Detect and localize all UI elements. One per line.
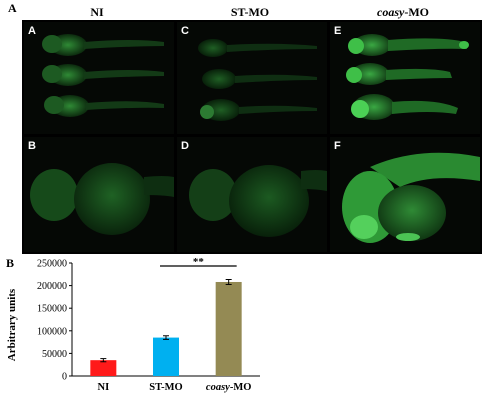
closeup-b-head: [30, 169, 78, 221]
significance-label: **: [193, 256, 205, 268]
column-header-st-mo-text: ST-MO: [230, 5, 270, 19]
closeup-coasy-mo-image: [342, 152, 480, 243]
panel-letter-d: D: [181, 140, 189, 152]
embryos-ni-image: [42, 34, 164, 117]
closeup-b-yolk: [74, 163, 150, 235]
embryo-e3: [351, 94, 458, 120]
embryo-a1: [42, 34, 164, 56]
column-header-coasy-suffix: -MO: [404, 5, 429, 19]
figure-part-b-label: B: [6, 256, 15, 270]
panel-letter-f: F: [334, 140, 341, 152]
panel-letter-e: E: [334, 25, 342, 37]
column-header-coasy-italic: coasy: [377, 5, 405, 19]
image-panel-f: F: [330, 137, 480, 252]
y-tick-label: 50000: [42, 349, 67, 360]
embryo-a2: [42, 64, 164, 86]
embryos-st-mo-image: [198, 39, 317, 121]
bar-1: [153, 337, 179, 376]
x-tick-label-0: NI: [97, 382, 109, 393]
image-panel-a: A: [24, 22, 174, 134]
embryo-c3: [200, 99, 317, 121]
closeup-f-yolk: [378, 185, 446, 241]
closeup-d-head: [189, 169, 237, 221]
embryo-c1: [198, 39, 317, 57]
embryo-e1: [348, 34, 469, 56]
closeup-st-mo-image: [189, 165, 327, 237]
image-panel-c: C: [177, 22, 327, 134]
bar-0: [90, 360, 117, 376]
y-tick-label: 0: [62, 372, 67, 383]
panel-letter-c: C: [181, 25, 189, 37]
x-axis-labels: NI ST-MO coasy-MO: [97, 382, 251, 393]
y-axis-label: Arbitrary units: [6, 288, 18, 361]
significance-marker: **: [160, 256, 237, 268]
embryo-c2: [202, 69, 317, 89]
embryo-a3: [44, 95, 164, 117]
panel-letter-a: A: [28, 25, 36, 37]
y-tick-label: 200000: [37, 281, 67, 292]
embryos-coasy-mo-image: [346, 34, 469, 120]
figure-part-a-label: A: [8, 1, 17, 15]
x-tick-label-1: ST-MO: [149, 382, 182, 393]
closeup-f-trunk: [370, 152, 480, 187]
column-header-coasy-mo: coasy-MO: [328, 5, 478, 20]
y-tick-label: 150000: [37, 304, 67, 315]
y-tick-label: 250000: [37, 259, 67, 270]
bars: [90, 281, 242, 376]
column-header-ni: NI: [22, 5, 172, 20]
column-header-ni-text: NI: [90, 5, 104, 19]
column-header-st-mo: ST-MO: [175, 5, 325, 20]
closeup-d-yolk: [229, 165, 309, 237]
microscopy-image-grid: A C: [22, 20, 482, 254]
closeup-ni-image: [30, 163, 174, 235]
x-tick-label-2: coasy-MO: [206, 382, 252, 393]
image-panel-d: D: [177, 137, 327, 252]
image-panel-e: E: [330, 22, 480, 134]
embryo-e2: [346, 63, 452, 85]
error-bars: [100, 278, 232, 363]
panel-letter-b: B: [28, 140, 36, 152]
bar-chart: Arbitrary units 0 50000 100000 150000 200000…: [6, 256, 260, 393]
bar-2: [215, 281, 242, 376]
y-tick-label: 100000: [37, 326, 67, 337]
image-panel-b: B: [24, 137, 174, 252]
